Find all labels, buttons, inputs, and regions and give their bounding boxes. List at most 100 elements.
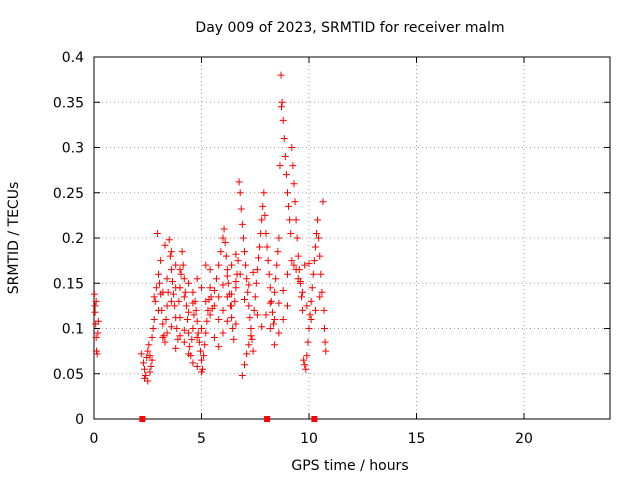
data-point <box>245 341 253 349</box>
y-axis-label: SRMTID / TECUs <box>6 182 22 295</box>
data-point <box>232 250 240 258</box>
data-point <box>202 261 210 269</box>
data-point <box>221 239 229 247</box>
data-point <box>260 189 268 197</box>
data-point <box>172 284 180 292</box>
data-point <box>318 288 326 296</box>
data-point <box>193 275 201 283</box>
y-tick-label: 0.2 <box>62 231 84 247</box>
data-point <box>167 323 175 331</box>
data-point <box>203 317 211 325</box>
data-point <box>310 257 318 265</box>
data-point <box>314 216 322 224</box>
data-point <box>264 257 272 265</box>
data-point <box>289 162 297 170</box>
data-point <box>266 299 274 307</box>
data-point <box>294 275 302 283</box>
data-point <box>282 171 290 179</box>
data-point <box>222 252 230 260</box>
data-point <box>316 252 324 260</box>
data-point <box>261 211 269 219</box>
data-point <box>303 352 311 360</box>
data-point <box>193 317 201 325</box>
data-point <box>162 315 170 323</box>
data-point <box>278 98 286 106</box>
data-point <box>284 270 291 278</box>
data-point <box>275 329 283 337</box>
data-point <box>286 216 294 224</box>
data-point <box>163 275 171 283</box>
data-point <box>224 279 232 287</box>
data-point <box>146 368 154 376</box>
data-point <box>270 320 278 328</box>
data-point <box>202 329 210 337</box>
x-tick-labels: 0 5 10 15 20 <box>90 431 533 447</box>
data-point <box>297 293 305 301</box>
data-point <box>313 229 321 237</box>
data-point <box>178 248 186 256</box>
data-point <box>195 338 203 346</box>
data-point <box>300 356 308 364</box>
data-point <box>223 266 231 274</box>
data-point <box>181 288 189 296</box>
data-point <box>301 261 309 269</box>
data-point <box>93 350 101 358</box>
data-point <box>137 350 145 358</box>
data-point <box>247 332 255 340</box>
data-point <box>213 275 221 283</box>
data-point <box>309 270 317 278</box>
data-point <box>290 180 298 188</box>
data-point <box>170 290 178 298</box>
data-point <box>258 216 266 224</box>
data-point <box>305 259 313 267</box>
data-point <box>322 347 330 355</box>
data-point <box>91 302 99 310</box>
data-point <box>180 326 188 334</box>
grid-lines <box>93 56 610 420</box>
data-point <box>236 270 244 278</box>
data-point <box>307 297 315 305</box>
data-point <box>179 261 187 269</box>
data-point <box>172 344 180 352</box>
data-point <box>198 356 205 364</box>
data-point <box>90 290 98 298</box>
data-point <box>210 334 218 342</box>
y-tick-label: 0.4 <box>62 50 84 66</box>
data-point <box>299 288 307 296</box>
data-point <box>230 335 238 343</box>
y-tick-label: 0.25 <box>53 186 84 202</box>
data-point <box>175 297 183 305</box>
data-point <box>304 338 312 346</box>
data-point <box>201 341 209 349</box>
data-point <box>217 248 225 256</box>
data-point <box>301 361 309 369</box>
data-point <box>146 352 154 360</box>
data-point <box>244 288 252 296</box>
data-point <box>180 275 188 283</box>
data-point <box>271 341 279 349</box>
y-tick-label: 0.05 <box>53 367 84 383</box>
data-point <box>202 297 210 305</box>
data-point <box>262 311 270 319</box>
data-point <box>277 103 285 111</box>
data-point <box>168 277 176 285</box>
data-point <box>189 359 197 367</box>
data-point <box>144 347 152 355</box>
data-point <box>145 341 153 349</box>
data-point <box>215 315 223 323</box>
data-point <box>151 297 159 305</box>
data-point <box>167 266 175 274</box>
data-point <box>319 198 327 206</box>
data-point <box>219 306 227 314</box>
data-point <box>193 363 201 371</box>
data-point <box>171 302 179 310</box>
data-point <box>277 71 285 79</box>
data-point <box>294 252 302 260</box>
data-point <box>316 293 324 301</box>
zero-marker <box>311 416 318 422</box>
data-point <box>153 229 161 237</box>
data-point <box>143 353 151 361</box>
y-tick-label: 0.15 <box>53 276 84 292</box>
data-point <box>288 257 296 265</box>
data-point <box>139 359 147 367</box>
